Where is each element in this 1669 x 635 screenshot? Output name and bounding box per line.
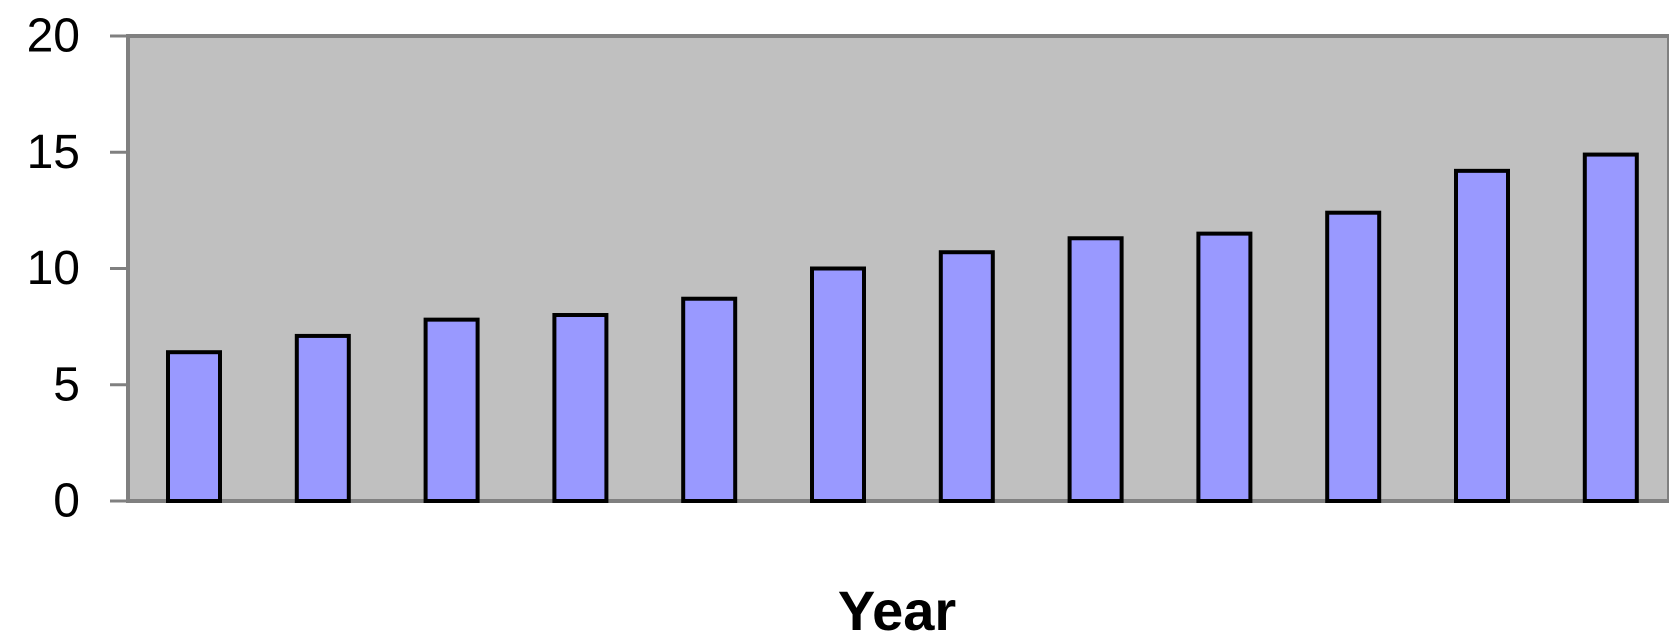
bar bbox=[166, 350, 222, 504]
bar bbox=[810, 266, 866, 503]
y-tick-label: 0 bbox=[53, 475, 80, 528]
y-tick-label: 20 bbox=[27, 10, 80, 63]
y-tick-label: 10 bbox=[27, 242, 80, 295]
bars bbox=[166, 152, 1639, 504]
y-axis: 0 5 10 15 20 bbox=[27, 10, 130, 528]
bar bbox=[938, 250, 995, 503]
bar bbox=[1067, 236, 1124, 503]
bar bbox=[1582, 152, 1639, 503]
plot-area bbox=[126, 34, 1669, 503]
bar bbox=[681, 296, 738, 503]
y-tick-label: 5 bbox=[53, 358, 80, 411]
bar bbox=[1325, 210, 1382, 503]
bar bbox=[423, 317, 480, 503]
bar bbox=[294, 333, 351, 503]
x-axis-title: Year bbox=[838, 579, 956, 635]
bar bbox=[1454, 168, 1510, 503]
bar bbox=[552, 313, 609, 503]
y-tick-label: 15 bbox=[27, 126, 80, 179]
bar bbox=[1196, 231, 1253, 503]
